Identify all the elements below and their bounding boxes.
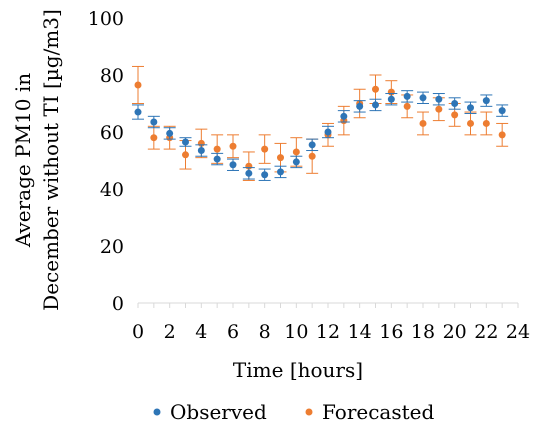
forecasted-point — [150, 134, 158, 142]
forecasted-point — [229, 142, 237, 150]
y-tick-labels: 0 20 40 60 80 100 — [88, 8, 124, 315]
x-tick-label: 12 — [316, 321, 340, 343]
y-tick-label: 100 — [88, 8, 124, 30]
x-tick-label: 10 — [284, 321, 308, 343]
legend: Observed Forecasted — [153, 400, 434, 424]
observed-point — [150, 118, 158, 126]
x-tick-label: 24 — [506, 321, 530, 343]
observed-point — [308, 141, 316, 149]
x-tick-label: 22 — [474, 321, 498, 343]
x-tick-label: 0 — [132, 321, 144, 343]
forecasted-point — [482, 119, 490, 127]
forecasted-point — [451, 111, 459, 119]
observed-point — [277, 168, 284, 176]
observed-point — [292, 158, 300, 166]
x-tick-label: 4 — [195, 321, 207, 343]
legend-marker-observed — [153, 408, 161, 416]
x-tick-label: 2 — [164, 321, 176, 343]
observed-point — [197, 147, 205, 155]
y-axis-title-line-2: December without TI [µg/m3] — [39, 9, 63, 311]
x-tick-label: 16 — [379, 321, 403, 343]
series-forecasted — [132, 65, 509, 181]
series-observed — [132, 90, 509, 181]
observed-point — [372, 101, 379, 109]
observed-point — [340, 112, 348, 120]
forecasted-point — [182, 151, 189, 159]
observed-point — [182, 138, 189, 146]
y-axis-title-line-1: Average PM10 in — [11, 73, 35, 248]
observed-point — [134, 108, 142, 116]
forecasted-point — [467, 119, 474, 127]
x-tick-label: 18 — [411, 321, 435, 343]
observed-point — [467, 104, 474, 112]
observed-point — [403, 92, 411, 100]
y-tick-label: 20 — [100, 236, 124, 258]
observed-point — [245, 169, 253, 177]
forecasted-point — [435, 105, 443, 113]
forecasted-point — [308, 152, 316, 160]
forecasted-point — [134, 81, 142, 89]
forecasted-point — [277, 154, 284, 162]
x-tick-label: 14 — [348, 321, 372, 343]
legend-marker-forecasted — [305, 408, 313, 416]
y-tick-label: 60 — [100, 122, 124, 144]
observed-point — [213, 155, 221, 163]
x-tick-marks — [137, 303, 519, 308]
x-axis-title: Time [hours] — [233, 358, 363, 382]
y-axis-title: Average PM10 in December without TI [µg/… — [11, 9, 63, 311]
plot-series — [132, 65, 509, 181]
x-tick-label: 6 — [227, 321, 239, 343]
observed-point — [166, 129, 174, 137]
observed-point — [324, 128, 332, 136]
forecasted-point — [498, 131, 506, 139]
observed-point — [482, 97, 490, 105]
observed-point — [451, 100, 459, 107]
legend-label-forecasted: Forecasted — [322, 400, 434, 424]
observed-point — [356, 102, 364, 110]
observed-point — [419, 94, 427, 102]
observed-point — [498, 107, 506, 115]
observed-point — [261, 171, 269, 179]
forecasted-point — [403, 102, 411, 110]
y-tick-label: 0 — [112, 293, 124, 315]
forecasted-point — [372, 85, 379, 93]
y-tick-label: 80 — [100, 65, 124, 87]
y-tick-label: 40 — [100, 179, 124, 201]
forecasted-point — [419, 119, 427, 127]
forecasted-point — [292, 148, 300, 156]
forecasted-point — [261, 145, 269, 153]
forecasted-point — [213, 145, 221, 153]
observed-point — [229, 161, 237, 169]
x-tick-labels: 0 2 4 6 8 10 12 14 16 18 20 22 24 — [132, 321, 530, 343]
observed-point — [387, 95, 395, 103]
x-tick-label: 8 — [259, 321, 271, 343]
x-tick-label: 20 — [443, 321, 467, 343]
observed-point — [435, 95, 443, 103]
legend-label-observed: Observed — [170, 400, 267, 424]
